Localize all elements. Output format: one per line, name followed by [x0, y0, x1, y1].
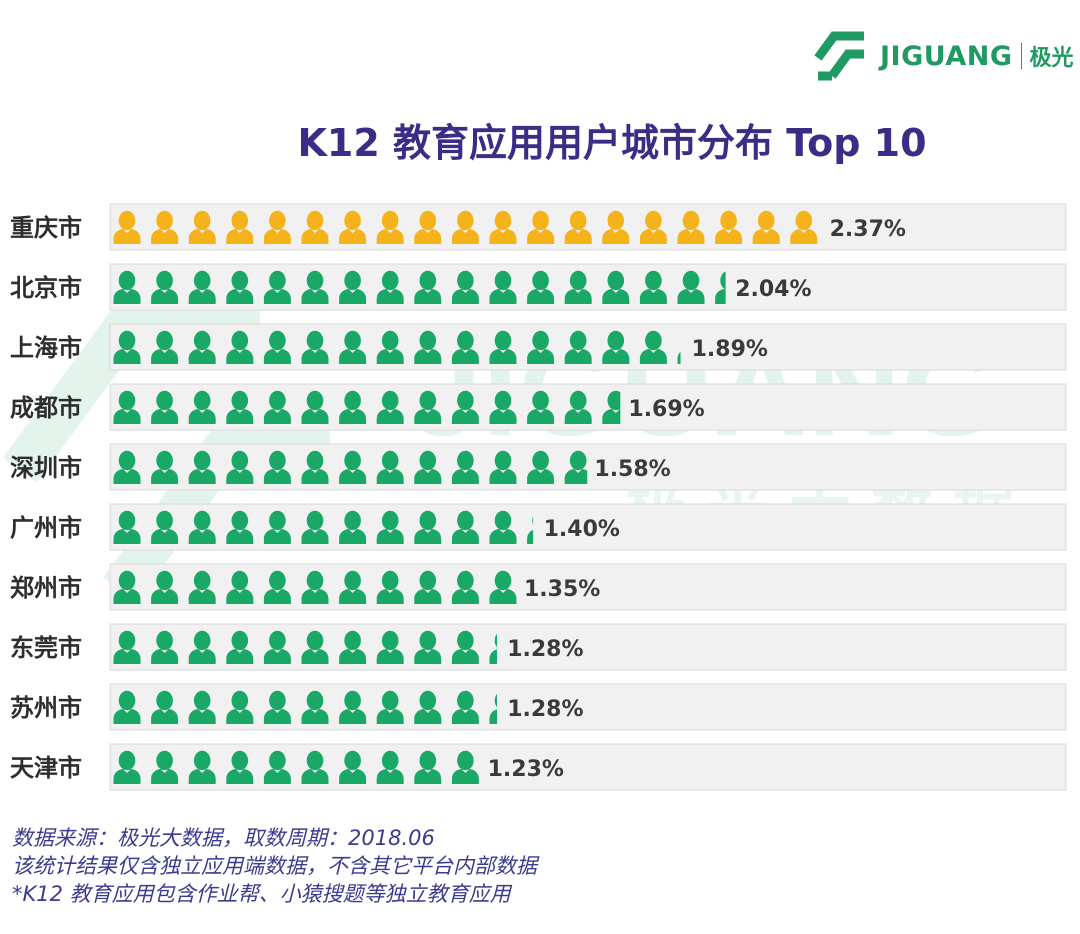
row-background: [109, 683, 1067, 731]
chart-row-5: 广州市 1.40%: [10, 503, 1067, 551]
pictograph-chart: 重庆市 2.37% 北京市 2.04% 上海市 1.89% 成都市 1.69% 深圳市 1.58%…: [10, 203, 1067, 791]
footnote-definition: *K12 教育应用包含作业帮、小猿搜题等独立教育应用: [12, 882, 511, 906]
category-label: 北京市: [10, 274, 82, 302]
footnote-scope: 该统计结果仅含独立应用端数据，不含其它平台内部数据: [12, 854, 537, 878]
chart-row-2: 上海市 1.89%: [10, 323, 1067, 371]
footnote-source: 数据来源：极光大数据，取数周期：2018.06: [12, 826, 435, 850]
chart-row-7: 东莞市 1.28%: [10, 623, 1067, 671]
row-background: [109, 443, 1067, 491]
data-label: 2.04%: [735, 277, 811, 302]
data-label: 1.58%: [594, 457, 670, 482]
chart-row-8: 苏州市 1.28%: [10, 683, 1067, 731]
category-label: 广州市: [10, 514, 82, 542]
chart-row-9: 天津市 1.23%: [10, 743, 1067, 791]
category-label: 上海市: [10, 334, 82, 362]
data-label: 1.28%: [507, 637, 583, 662]
row-background: [109, 623, 1067, 671]
row-background: [109, 743, 1067, 791]
data-label: 1.89%: [692, 337, 768, 362]
footnote: 数据来源：极光大数据，取数周期：2018.06 该统计结果仅含独立应用端数据，不…: [12, 824, 537, 908]
category-label: 郑州市: [10, 574, 82, 602]
category-label: 天津市: [10, 754, 82, 782]
category-label: 苏州市: [10, 694, 82, 722]
chart-row-3: 成都市 1.69%: [10, 383, 1067, 431]
brand-separator: [1020, 43, 1022, 69]
chart-row-0: 重庆市 2.37%: [10, 203, 1067, 251]
brand-name-cn: 极光: [1029, 46, 1074, 71]
data-label: 1.69%: [628, 397, 704, 422]
brand-name: JIGUANG: [880, 40, 1013, 72]
chart-row-1: 北京市 2.04%: [10, 263, 1067, 311]
data-label: 2.37%: [830, 217, 906, 242]
category-label: 成都市: [10, 394, 82, 422]
brand-logo: JIGUANG 极光: [812, 28, 1074, 84]
chart-row-6: 郑州市 1.35%: [10, 563, 1067, 611]
category-label: 东莞市: [10, 634, 82, 662]
data-label: 1.28%: [507, 697, 583, 722]
chart-title: K12 教育应用用户城市分布 Top 10: [297, 121, 927, 165]
chart-row-4: 深圳市 1.58%: [10, 443, 1067, 491]
category-label: 重庆市: [10, 214, 82, 242]
jiguang-logo-icon: [814, 31, 864, 81]
category-label: 深圳市: [10, 454, 82, 482]
data-label: 1.35%: [524, 577, 600, 602]
bar: [113, 270, 726, 304]
data-label: 1.40%: [544, 517, 620, 542]
data-label: 1.23%: [488, 757, 564, 782]
